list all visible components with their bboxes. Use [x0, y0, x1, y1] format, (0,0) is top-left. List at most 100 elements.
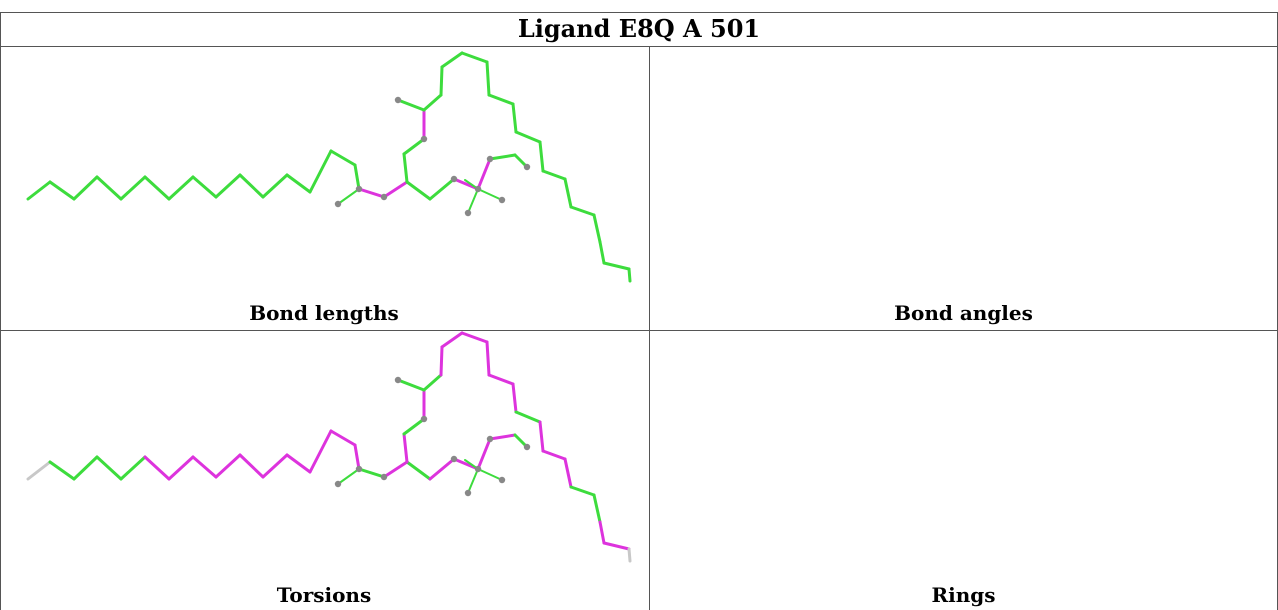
- bond: [511, 102, 518, 134]
- bond: [439, 345, 444, 377]
- bond: [460, 331, 489, 344]
- bond: [602, 261, 631, 271]
- atom: [394, 376, 402, 384]
- bond: [329, 429, 357, 447]
- caption-torsions: Torsions: [276, 583, 372, 607]
- bond: [460, 51, 489, 64]
- bond: [308, 149, 333, 194]
- bond: [477, 188, 503, 201]
- bond: [167, 175, 195, 201]
- atom: [380, 473, 388, 481]
- bond: [396, 98, 426, 112]
- panel-rings: Rings: [650, 331, 1277, 610]
- bond: [514, 410, 542, 424]
- bond: [167, 455, 195, 481]
- bond: [428, 457, 456, 481]
- bond: [26, 180, 52, 201]
- atom: [523, 163, 531, 171]
- atom: [474, 185, 482, 193]
- bond: [261, 453, 289, 479]
- molecule-rings: [650, 331, 1277, 610]
- table-top-border: [0, 12, 1278, 13]
- atom: [498, 476, 506, 484]
- bond: [598, 240, 606, 265]
- caption-bond-lengths: Bond lengths: [249, 301, 399, 325]
- atom: [486, 155, 494, 163]
- atom: [355, 465, 363, 473]
- column-divider: [649, 46, 650, 610]
- atom: [450, 175, 458, 183]
- bond: [422, 93, 443, 112]
- bond: [72, 175, 99, 201]
- bond: [191, 455, 218, 479]
- atom: [380, 193, 388, 201]
- bond: [440, 51, 464, 69]
- bond: [488, 153, 517, 161]
- bond: [514, 130, 542, 144]
- panel-torsions: Torsions: [0, 331, 648, 610]
- bond: [214, 453, 242, 479]
- panel-bond-lengths: Bond lengths: [0, 47, 648, 330]
- bond: [476, 437, 492, 471]
- bond: [402, 152, 409, 184]
- molecule-bond-lengths: [26, 51, 632, 283]
- bond: [428, 177, 456, 201]
- bond: [357, 187, 386, 199]
- bond: [592, 213, 602, 244]
- atom: [523, 443, 531, 451]
- bond: [538, 420, 545, 453]
- bond: [598, 520, 606, 545]
- bond: [563, 457, 573, 489]
- bond: [261, 173, 289, 199]
- panel-bond-angles: Bond angles: [650, 47, 1277, 330]
- bond: [357, 467, 386, 479]
- caption-bond-angles: Bond angles: [894, 301, 1033, 325]
- bond: [402, 137, 426, 156]
- bond: [402, 417, 426, 436]
- bond: [119, 455, 147, 481]
- bond: [143, 455, 171, 481]
- bond: [487, 93, 515, 106]
- caption-rings: Rings: [931, 583, 996, 607]
- table-left-border: [0, 12, 1, 610]
- bond: [337, 468, 360, 485]
- bond: [485, 60, 491, 97]
- atom: [498, 196, 506, 204]
- bond: [476, 157, 492, 191]
- bond: [422, 373, 443, 392]
- bond: [353, 443, 361, 471]
- atom: [464, 489, 472, 497]
- bond: [95, 455, 123, 481]
- bond: [191, 175, 218, 199]
- bond: [627, 547, 632, 563]
- bond: [467, 468, 479, 494]
- atom: [420, 415, 428, 423]
- atom: [355, 185, 363, 193]
- bond: [405, 460, 432, 481]
- atom: [450, 455, 458, 463]
- bond: [382, 180, 409, 199]
- bond: [627, 267, 632, 283]
- bond: [26, 460, 52, 481]
- bond: [119, 175, 147, 201]
- atom: [474, 465, 482, 473]
- atom: [394, 96, 402, 104]
- figure-title: Ligand E8Q A 501: [517, 14, 761, 43]
- bond: [238, 173, 265, 199]
- molecule-bond-angles: [650, 47, 1277, 330]
- bond: [488, 433, 517, 441]
- bond: [48, 180, 76, 201]
- bond: [238, 453, 265, 479]
- bond: [285, 173, 312, 194]
- bond: [538, 140, 545, 173]
- bond: [602, 541, 631, 551]
- row-divider: [0, 330, 1278, 331]
- bond: [485, 340, 491, 377]
- bond: [214, 173, 242, 199]
- bond: [405, 180, 432, 201]
- bond: [439, 65, 444, 97]
- bond: [569, 485, 596, 497]
- bond: [402, 432, 409, 464]
- atom: [334, 200, 342, 208]
- bond: [511, 382, 518, 414]
